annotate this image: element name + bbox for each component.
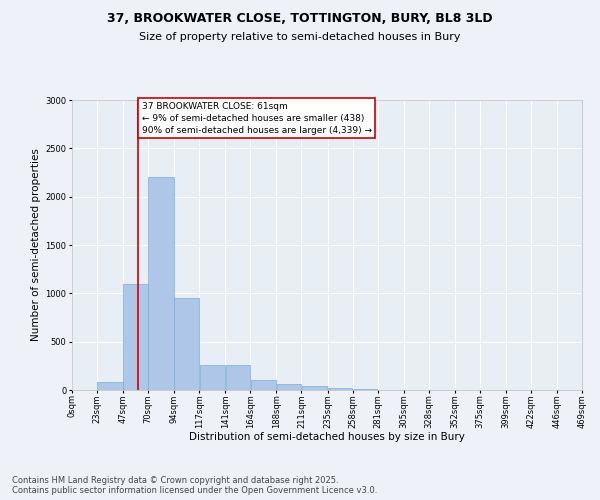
Bar [175, 298, 199, 390]
Text: 37 BROOKWATER CLOSE: 61sqm
← 9% of semi-detached houses are smaller (438)
90% of: 37 BROOKWATER CLOSE: 61sqm ← 9% of semi-… [142, 102, 371, 134]
Bar [353, 389, 377, 390]
Bar [97, 382, 123, 390]
Bar [251, 380, 276, 390]
Y-axis label: Number of semi-detached properties: Number of semi-detached properties [31, 148, 41, 342]
Bar [199, 365, 225, 390]
Text: Size of property relative to semi-detached houses in Bury: Size of property relative to semi-detach… [139, 32, 461, 42]
Text: 37, BROOKWATER CLOSE, TOTTINGTON, BURY, BL8 3LD: 37, BROOKWATER CLOSE, TOTTINGTON, BURY, … [107, 12, 493, 26]
Bar [148, 178, 174, 390]
Bar [124, 284, 148, 390]
Bar [302, 386, 327, 390]
X-axis label: Distribution of semi-detached houses by size in Bury: Distribution of semi-detached houses by … [189, 432, 465, 442]
Bar [226, 365, 250, 390]
Text: Contains HM Land Registry data © Crown copyright and database right 2025.
Contai: Contains HM Land Registry data © Crown c… [12, 476, 377, 495]
Bar [277, 384, 301, 390]
Bar [328, 388, 352, 390]
